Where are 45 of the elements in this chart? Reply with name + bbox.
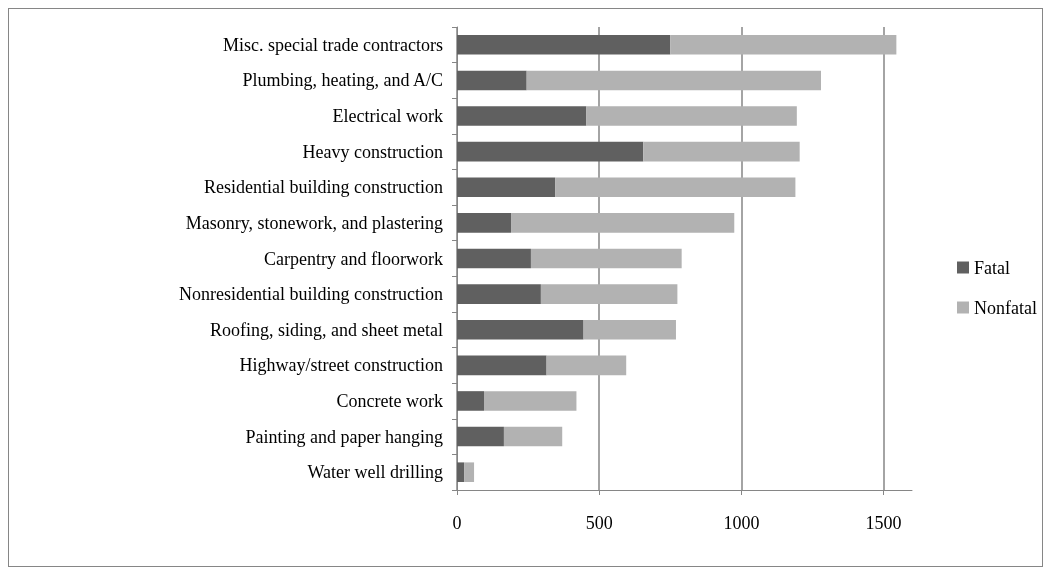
y-tick-label: Heavy construction: [302, 141, 443, 162]
bar: [457, 70, 527, 91]
bar: [526, 70, 821, 91]
bar: [457, 355, 547, 376]
y-tick-label: Roofing, siding, and sheet metal: [210, 319, 443, 340]
bar: [643, 141, 800, 162]
bar: [457, 35, 671, 55]
bar: [457, 462, 465, 482]
bar: [457, 213, 512, 233]
y-tick-label: Painting and paper hanging: [245, 426, 443, 447]
y-tick-label: Electrical work: [332, 106, 443, 127]
bar: [503, 426, 563, 447]
bar: [457, 284, 541, 304]
bar: [540, 284, 678, 304]
bar: [484, 391, 577, 411]
bar: [583, 319, 676, 340]
bar: [457, 177, 556, 198]
bar: [464, 462, 475, 482]
x-tick-label: 0: [452, 513, 462, 533]
legend-label: Fatal: [974, 257, 1011, 278]
bar: [546, 355, 627, 376]
x-tick-label: 1500: [865, 513, 902, 533]
bar: [457, 391, 485, 411]
bar: [555, 177, 796, 198]
bar: [511, 213, 735, 233]
y-tick-label: Highway/street construction: [239, 355, 443, 376]
bar: [457, 319, 584, 340]
bar: [457, 141, 644, 162]
bar: [457, 426, 504, 447]
bar: [670, 35, 897, 55]
legend-label: Nonfatal: [974, 297, 1038, 318]
y-tick-label: Carpentry and floorwork: [264, 248, 443, 269]
bar: [530, 248, 682, 269]
y-tick-label: Masonry, stonework, and plastering: [185, 212, 443, 233]
bar: [457, 248, 531, 269]
bar: [457, 106, 587, 126]
y-tick-label: Misc. special trade contractors: [223, 34, 443, 55]
y-tick-label: Concrete work: [336, 390, 443, 411]
y-tick-label: Water well drilling: [307, 462, 443, 483]
x-tick-label: 1000: [723, 513, 760, 533]
y-tick-label: Plumbing, heating, and A/C: [242, 70, 443, 91]
y-tick-label: Residential building construction: [204, 177, 443, 198]
bar: [586, 106, 797, 126]
x-tick-label: 500: [585, 513, 613, 533]
y-tick-label: Nonresidential building construction: [179, 284, 443, 305]
